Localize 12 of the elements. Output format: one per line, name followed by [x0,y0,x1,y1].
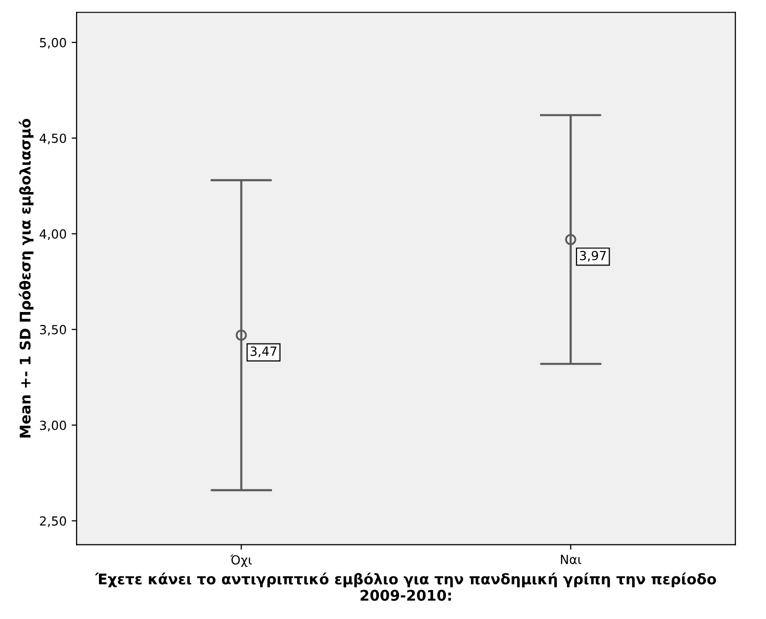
x-axis-title: Έχετε κάνει το αντιγριπτικό εμβόλιο για την πανδημική γρίπη την περίοδο 2009-2010: [94,572,716,601]
y-tick-label: 3,50 [40,324,66,336]
y-tick-label: 2,50 [40,516,66,528]
x-tick-label: Όχι [230,554,252,568]
y-tick-label: 4,00 [40,229,66,240]
y-tick-label: 4,50 [40,134,66,144]
y-tick-label: 3,00 [40,420,66,432]
data-label: 3,97 [580,250,606,262]
y-axis-title: Mean +- 1 SD Πρόθεση για εμβολιασμό [18,118,34,438]
data-label: 3,47 [250,346,276,358]
x-tick-label: Ναι [560,554,582,564]
y-tick-label: 5,00 [40,38,66,49]
